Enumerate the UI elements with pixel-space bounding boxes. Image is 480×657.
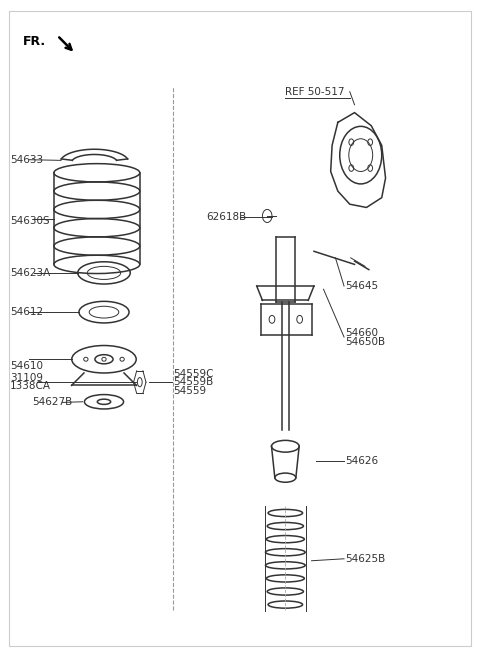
Text: 54623A: 54623A	[10, 268, 50, 278]
Text: 54633: 54633	[10, 154, 43, 165]
Text: 54626: 54626	[345, 456, 378, 466]
Text: 31109: 31109	[10, 373, 43, 382]
Text: 54559C: 54559C	[173, 369, 214, 378]
Text: 54627B: 54627B	[33, 397, 72, 407]
Text: REF 50-517: REF 50-517	[285, 87, 345, 97]
Text: 54645: 54645	[345, 281, 378, 291]
Text: 54625B: 54625B	[345, 554, 385, 564]
Text: 54612: 54612	[10, 307, 43, 317]
Text: 54650B: 54650B	[345, 336, 385, 347]
Text: FR.: FR.	[23, 35, 46, 49]
Text: 1338CA: 1338CA	[10, 381, 51, 391]
Text: 54559B: 54559B	[173, 377, 214, 387]
Text: 54630S: 54630S	[10, 215, 49, 225]
Text: 54610: 54610	[10, 361, 43, 371]
Text: 54559: 54559	[173, 386, 206, 396]
Text: 54660: 54660	[345, 328, 378, 338]
Text: 62618B: 62618B	[206, 212, 247, 222]
